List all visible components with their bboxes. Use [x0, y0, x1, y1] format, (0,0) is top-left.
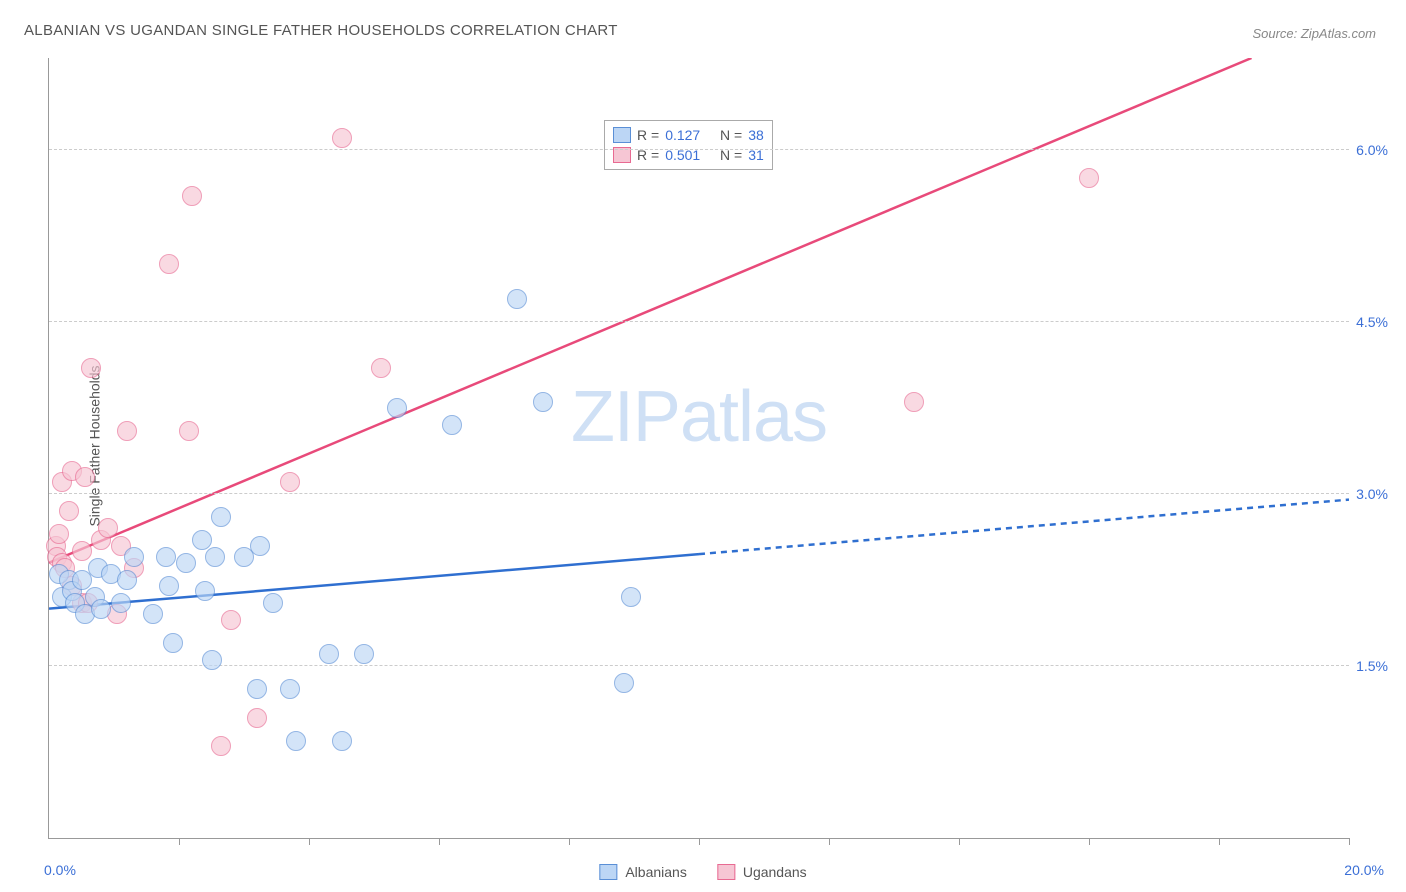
x-tick: [959, 838, 960, 845]
data-point-albanian: [91, 599, 111, 619]
x-tick: [309, 838, 310, 845]
trend-lines: [49, 58, 1349, 838]
data-point-albanian: [507, 289, 527, 309]
x-tick: [1219, 838, 1220, 845]
data-point-ugandan: [179, 421, 199, 441]
data-point-albanian: [621, 587, 641, 607]
x-tick: [569, 838, 570, 845]
legend-swatch-albanians-bottom-icon: [599, 864, 617, 880]
trend-line: [699, 500, 1349, 554]
x-tick: [829, 838, 830, 845]
x-tick: [699, 838, 700, 845]
chart-container: ALBANIAN VS UGANDAN SINGLE FATHER HOUSEH…: [0, 0, 1406, 892]
data-point-ugandan: [211, 736, 231, 756]
data-point-albanian: [263, 593, 283, 613]
y-tick-label: 4.5%: [1356, 314, 1388, 330]
n-value-1: 38: [748, 125, 764, 145]
data-point-albanian: [247, 679, 267, 699]
r-value-1: 0.127: [665, 125, 700, 145]
y-tick-label: 3.0%: [1356, 486, 1388, 502]
data-point-albanian: [387, 398, 407, 418]
data-point-albanian: [280, 679, 300, 699]
chart-title: ALBANIAN VS UGANDAN SINGLE FATHER HOUSEH…: [24, 22, 618, 39]
legend-item-albanians: Albanians: [599, 864, 687, 880]
data-point-ugandan: [98, 518, 118, 538]
data-point-ugandan: [247, 708, 267, 728]
data-point-albanian: [163, 633, 183, 653]
data-point-albanian: [205, 547, 225, 567]
data-point-ugandan: [280, 472, 300, 492]
data-point-ugandan: [117, 421, 137, 441]
data-point-albanian: [533, 392, 553, 412]
watermark: ZIPatlas: [571, 376, 827, 458]
data-point-ugandan: [371, 358, 391, 378]
data-point-albanian: [117, 570, 137, 590]
data-point-ugandan: [904, 392, 924, 412]
data-point-albanian: [614, 673, 634, 693]
data-point-albanian: [211, 507, 231, 527]
y-tick-label: 6.0%: [1356, 142, 1388, 158]
data-point-albanian: [286, 731, 306, 751]
data-point-albanian: [159, 576, 179, 596]
data-point-ugandan: [49, 524, 69, 544]
legend-swatch-ugandans-bottom-icon: [717, 864, 735, 880]
data-point-albanian: [143, 604, 163, 624]
x-tick: [439, 838, 440, 845]
gridline: [49, 665, 1349, 666]
x-tick: [179, 838, 180, 845]
data-point-albanian: [156, 547, 176, 567]
data-point-albanian: [442, 415, 462, 435]
legend-item-ugandans: Ugandans: [717, 864, 807, 880]
gridline: [49, 493, 1349, 494]
data-point-albanian: [195, 581, 215, 601]
trend-line: [49, 554, 699, 608]
data-point-albanian: [250, 536, 270, 556]
legend-top: R = 0.127 N = 38 R = 0.501 N = 31: [604, 120, 773, 170]
legend-label-ugandans: Ugandans: [743, 864, 807, 880]
data-point-ugandan: [182, 186, 202, 206]
data-point-ugandan: [75, 467, 95, 487]
source-text: Source: ZipAtlas.com: [1252, 26, 1376, 41]
data-point-albanian: [176, 553, 196, 573]
gridline: [49, 321, 1349, 322]
legend-label-albanians: Albanians: [625, 864, 687, 880]
data-point-albanian: [354, 644, 374, 664]
data-point-ugandan: [1079, 168, 1099, 188]
x-tick: [1089, 838, 1090, 845]
y-tick-label: 1.5%: [1356, 658, 1388, 674]
gridline: [49, 149, 1349, 150]
data-point-albanian: [332, 731, 352, 751]
plot-area: ZIPatlas R = 0.127 N = 38 R = 0.501 N = …: [48, 58, 1349, 839]
watermark-zip: ZIP: [571, 377, 680, 457]
legend-top-row-1: R = 0.127 N = 38: [613, 125, 764, 145]
data-point-albanian: [111, 593, 131, 613]
n-label: N =: [720, 125, 742, 145]
data-point-ugandan: [159, 254, 179, 274]
x-axis-max-label: 20.0%: [1344, 862, 1384, 878]
data-point-ugandan: [59, 501, 79, 521]
r-label: R =: [637, 125, 659, 145]
data-point-ugandan: [72, 541, 92, 561]
watermark-atlas: atlas: [680, 377, 827, 457]
data-point-albanian: [124, 547, 144, 567]
data-point-albanian: [192, 530, 212, 550]
x-axis-min-label: 0.0%: [44, 862, 76, 878]
data-point-ugandan: [221, 610, 241, 630]
legend-bottom: Albanians Ugandans: [599, 864, 806, 880]
data-point-albanian: [319, 644, 339, 664]
legend-swatch-albanians-icon: [613, 127, 631, 143]
data-point-ugandan: [81, 358, 101, 378]
data-point-albanian: [202, 650, 222, 670]
data-point-ugandan: [332, 128, 352, 148]
x-tick: [1349, 838, 1350, 845]
